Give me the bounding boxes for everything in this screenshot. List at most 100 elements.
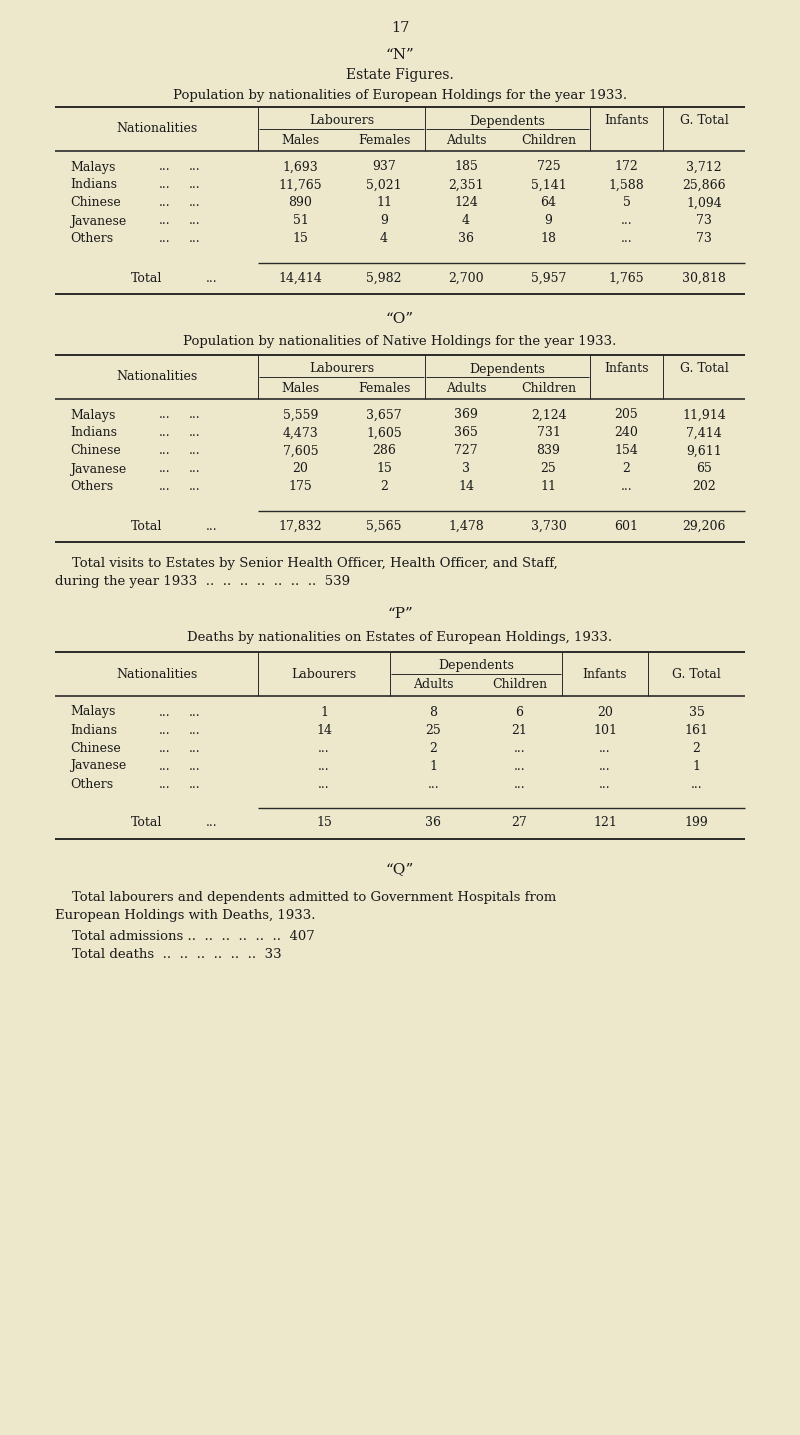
Text: Total deaths  ..  ..  ..  ..  ..  ..  33: Total deaths .. .. .. .. .. .. 33 (55, 949, 282, 961)
Text: 4: 4 (462, 214, 470, 228)
Text: 20: 20 (293, 462, 309, 475)
Text: ...: ... (189, 778, 201, 791)
Text: Malays: Malays (70, 706, 115, 719)
Text: Infants: Infants (604, 115, 649, 128)
Text: ...: ... (159, 445, 171, 458)
Text: ...: ... (159, 481, 171, 494)
Text: ...: ... (189, 197, 201, 210)
Text: 15: 15 (293, 232, 309, 245)
Text: ...: ... (159, 426, 171, 439)
Text: Infants: Infants (604, 363, 649, 376)
Text: Malays: Malays (70, 409, 115, 422)
Text: 15: 15 (316, 817, 332, 829)
Text: 154: 154 (614, 445, 638, 458)
Text: Javanese: Javanese (70, 759, 126, 772)
Text: 1,588: 1,588 (609, 178, 644, 191)
Text: Nationalities: Nationalities (116, 667, 197, 680)
Text: 64: 64 (541, 197, 557, 210)
Text: 27: 27 (512, 817, 527, 829)
Text: ...: ... (621, 214, 632, 228)
Text: Estate Figures.: Estate Figures. (346, 67, 454, 82)
Text: 18: 18 (541, 232, 557, 245)
Text: Dependents: Dependents (470, 363, 546, 376)
Text: ...: ... (159, 161, 171, 174)
Text: 124: 124 (454, 197, 478, 210)
Text: 5,021: 5,021 (366, 178, 402, 191)
Text: Deaths by nationalities on Estates of European Holdings, 1933.: Deaths by nationalities on Estates of Eu… (187, 631, 613, 644)
Text: 199: 199 (685, 817, 708, 829)
Text: Females: Females (358, 133, 410, 146)
Text: ...: ... (599, 759, 611, 772)
Text: 5,957: 5,957 (531, 271, 566, 284)
Text: ...: ... (206, 519, 218, 532)
Text: Labourers: Labourers (309, 115, 374, 128)
Text: 937: 937 (372, 161, 396, 174)
Text: 4: 4 (380, 232, 388, 245)
Text: 369: 369 (454, 409, 478, 422)
Text: 601: 601 (614, 519, 638, 532)
Text: Chinese: Chinese (70, 197, 121, 210)
Text: Malays: Malays (70, 161, 115, 174)
Text: 2,124: 2,124 (530, 409, 566, 422)
Text: ...: ... (318, 778, 330, 791)
Text: 161: 161 (685, 723, 709, 736)
Text: 25: 25 (426, 723, 442, 736)
Text: Indians: Indians (70, 178, 117, 191)
Text: 73: 73 (696, 214, 712, 228)
Text: ...: ... (189, 161, 201, 174)
Text: 890: 890 (289, 197, 313, 210)
Text: 6: 6 (515, 706, 523, 719)
Text: 11: 11 (376, 197, 392, 210)
Text: 3,730: 3,730 (530, 519, 566, 532)
Text: 17: 17 (391, 22, 409, 34)
Text: 121: 121 (593, 817, 617, 829)
Text: 1: 1 (320, 706, 328, 719)
Text: 3,657: 3,657 (366, 409, 402, 422)
Text: Total admissions ..  ..  ..  ..  ..  ..  407: Total admissions .. .. .. .. .. .. 407 (55, 930, 314, 943)
Text: “N”: “N” (386, 47, 414, 62)
Text: ...: ... (599, 778, 611, 791)
Text: ...: ... (159, 742, 171, 755)
Text: 5: 5 (622, 197, 630, 210)
Text: 2: 2 (622, 462, 630, 475)
Text: ...: ... (159, 178, 171, 191)
Text: 9: 9 (545, 214, 553, 228)
Text: 36: 36 (426, 817, 442, 829)
Text: Total: Total (131, 519, 162, 532)
Text: Population by nationalities of European Holdings for the year 1933.: Population by nationalities of European … (173, 89, 627, 102)
Text: 25,866: 25,866 (682, 178, 726, 191)
Text: ...: ... (159, 759, 171, 772)
Text: ...: ... (206, 271, 218, 284)
Text: ...: ... (189, 462, 201, 475)
Text: 727: 727 (454, 445, 478, 458)
Text: Children: Children (492, 679, 547, 692)
Text: 21: 21 (511, 723, 527, 736)
Text: G. Total: G. Total (680, 363, 728, 376)
Text: 5,565: 5,565 (366, 519, 402, 532)
Text: G. Total: G. Total (680, 115, 728, 128)
Text: G. Total: G. Total (672, 667, 721, 680)
Text: 3: 3 (462, 462, 470, 475)
Text: 205: 205 (614, 409, 638, 422)
Text: 36: 36 (458, 232, 474, 245)
Text: Total: Total (131, 271, 162, 284)
Text: Others: Others (70, 481, 113, 494)
Text: 202: 202 (692, 481, 716, 494)
Text: ...: ... (159, 232, 171, 245)
Text: 9: 9 (380, 214, 388, 228)
Text: 14,414: 14,414 (278, 271, 322, 284)
Text: Adults: Adults (446, 382, 486, 395)
Text: Javanese: Javanese (70, 214, 126, 228)
Text: Labourers: Labourers (291, 667, 357, 680)
Text: 725: 725 (537, 161, 560, 174)
Text: 175: 175 (289, 481, 312, 494)
Text: Chinese: Chinese (70, 742, 121, 755)
Text: European Holdings with Deaths, 1933.: European Holdings with Deaths, 1933. (55, 908, 315, 921)
Text: 1: 1 (430, 759, 438, 772)
Text: 65: 65 (696, 462, 712, 475)
Text: 73: 73 (696, 232, 712, 245)
Text: ...: ... (599, 742, 611, 755)
Text: ...: ... (189, 742, 201, 755)
Text: 3,712: 3,712 (686, 161, 722, 174)
Text: 1,605: 1,605 (366, 426, 402, 439)
